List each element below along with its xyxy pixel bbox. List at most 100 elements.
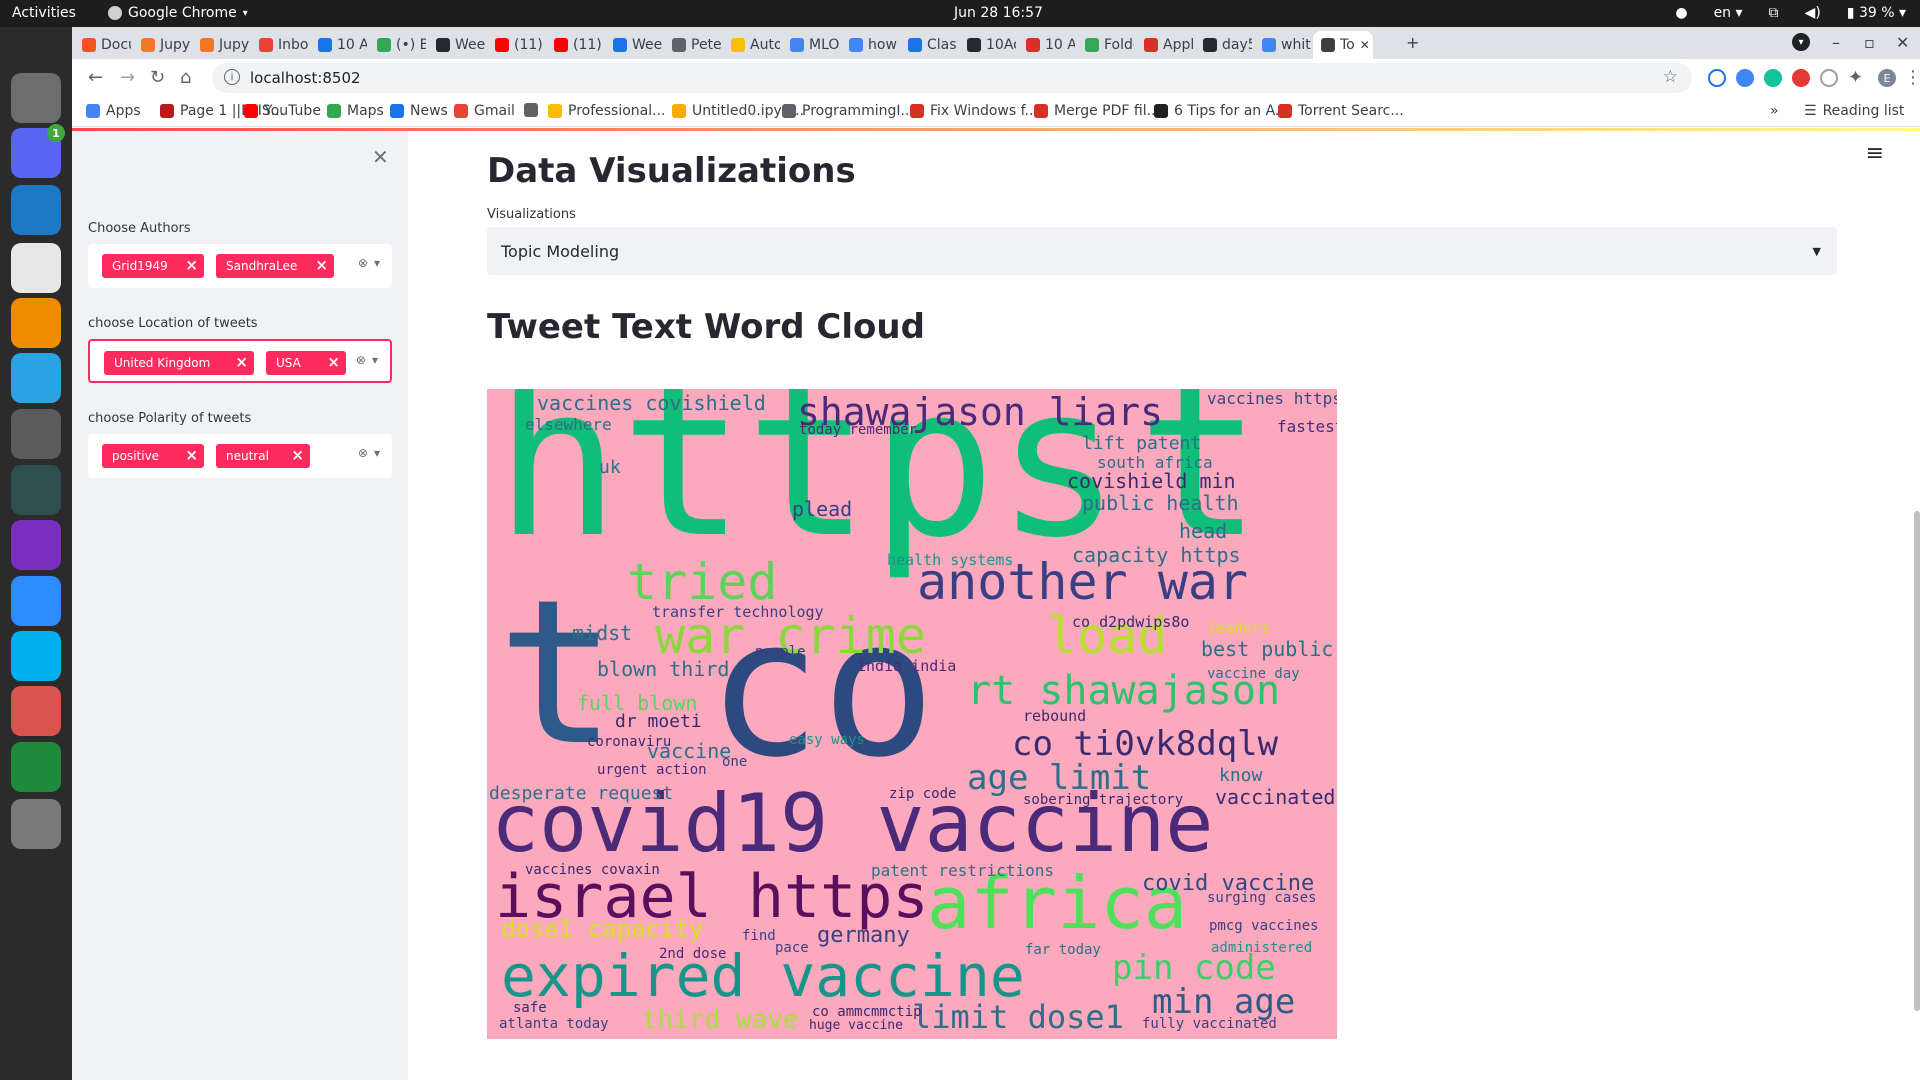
close-tab-icon[interactable]: ✕ [1359,38,1370,52]
chevron-down-icon[interactable]: ▾ [371,353,378,367]
grammarly-extension-icon[interactable] [1764,69,1782,87]
bookmark-item[interactable]: Gmail [454,103,515,119]
bookmark-item[interactable]: Merge PDF fil... [1034,103,1160,119]
browser-tab[interactable]: 10 Ac [1018,31,1075,59]
bookmark-item[interactable]: Page 1 ||ELIS... [160,103,284,119]
vlc-icon[interactable] [11,298,61,348]
webcam-icon[interactable] [11,465,61,515]
bookmark-item[interactable]: Maps [327,103,384,119]
activities-button[interactable]: Activities [12,5,76,21]
files-icon[interactable] [11,73,61,123]
extension-5-icon[interactable] [1820,69,1838,87]
clock[interactable]: Jun 28 16:57 [954,5,1043,21]
tab-search-icon[interactable]: ▾ [1792,33,1810,51]
remove-chip-icon[interactable]: × [315,256,328,274]
hamburger-menu-icon[interactable]: ≡ [1865,141,1884,166]
chrome-icon[interactable] [11,243,61,293]
extensions-puzzle-icon[interactable]: ✦ [1848,67,1864,88]
adblock-extension-icon[interactable] [1792,69,1810,87]
maximize-icon[interactable]: ▫ [1864,33,1875,52]
minimize-icon[interactable]: – [1832,33,1840,52]
browser-tab[interactable]: Weel [605,31,662,59]
bookmark-item[interactable]: Untitled0.ipyn... [672,103,804,119]
browser-tab[interactable]: To ✕ [1313,31,1373,59]
filter-multiselect[interactable]: Grid1949 × SandhraLee × ⊗ ▾ [88,244,392,288]
browser-tab[interactable]: Class [900,31,957,59]
browser-tab[interactable]: (11) I [487,31,544,59]
remove-chip-icon[interactable]: × [327,353,340,371]
clear-all-icon[interactable]: ⊗ [355,353,366,367]
vscode-icon[interactable] [11,185,61,235]
telegram-icon[interactable] [11,353,61,403]
profile-avatar[interactable]: E [1878,69,1896,87]
volume-icon[interactable]: ◀) [1804,5,1821,21]
zoom-icon[interactable] [11,576,61,626]
page-scrollbar[interactable] [1914,511,1920,1011]
bookmark-item[interactable]: Torrent Searc... [1278,103,1404,119]
address-bar[interactable]: i localhost:8502 ☆ [212,63,1692,93]
home-icon[interactable]: ⌂ [180,67,192,88]
browser-tab[interactable]: Appl [1136,31,1193,59]
chevron-down-icon[interactable]: ▾ [373,446,380,460]
downloader-icon[interactable] [11,686,61,736]
battery-indicator[interactable]: ▮ 39 % ▾ [1846,5,1906,21]
remove-chip-icon[interactable]: × [185,446,198,464]
filter-multiselect[interactable]: positive × neutral × ⊗ ▾ [88,434,392,478]
chrome-menu-icon[interactable]: ⋮ [1904,67,1920,88]
bookmark-item[interactable]: Professional... [548,103,666,119]
clear-all-icon[interactable]: ⊗ [357,446,368,460]
filter-multiselect[interactable]: United Kingdom × USA × ⊗ ▾ [88,339,392,383]
forward-icon[interactable]: → [120,67,136,88]
bookmark-star-icon[interactable]: ☆ [1662,67,1678,87]
back-icon[interactable]: ← [88,67,104,88]
remove-chip-icon[interactable]: × [235,353,248,371]
browser-tab[interactable]: Auto [723,31,780,59]
reading-list-button[interactable]: ☰ Reading list [1804,103,1904,119]
bookmark-item[interactable]: ProgrammingI... [782,103,914,119]
discord-icon[interactable]: 1 [11,124,65,178]
new-tab-button[interactable]: + [1406,33,1420,52]
bookmark-item[interactable]: 6 Tips for an A... [1154,103,1288,119]
browser-tab[interactable]: (11) I [546,31,603,59]
onenote-icon[interactable] [11,520,61,570]
browser-tab[interactable]: Jupy [192,31,249,59]
site-info-icon[interactable]: i [224,69,240,85]
browser-tab[interactable]: Jupy [133,31,190,59]
reload-icon[interactable]: ↻ [150,67,166,88]
spreadsheet-icon[interactable] [11,742,61,792]
browser-tab[interactable]: Weel [428,31,485,59]
browser-tab[interactable]: 10Ac [959,31,1016,59]
visualizations-select[interactable]: Topic Modeling ▼ [487,227,1837,275]
disk-icon[interactable] [11,799,61,849]
extension-1-icon[interactable] [1708,69,1726,87]
discord-tray-icon[interactable]: ● [1675,5,1688,21]
bookmark-item[interactable] [524,103,544,117]
software-center-icon[interactable] [11,409,61,459]
bookmarks-overflow-button[interactable]: » [1770,103,1779,119]
browser-tab[interactable]: Docu [74,31,131,59]
browser-tab[interactable]: day5 [1195,31,1252,59]
browser-tab[interactable]: Folde [1077,31,1134,59]
clear-all-icon[interactable]: ⊗ [357,256,368,270]
browser-tab[interactable]: whit [1254,31,1311,59]
app-grid-icon[interactable] [11,855,61,905]
close-window-icon[interactable]: ✕ [1896,33,1910,52]
language-indicator[interactable]: en ▾ [1713,5,1743,21]
system-tray[interactable]: ● en ▾ ⧉ ◀) ▮ 39 % ▾ [1675,5,1906,21]
remove-chip-icon[interactable]: × [291,446,304,464]
bookmark-item[interactable]: Apps [86,103,141,119]
browser-tab[interactable]: Inbo [251,31,308,59]
network-icon[interactable]: ⧉ [1768,5,1779,21]
browser-tab[interactable]: (•) B• [369,31,426,59]
close-sidebar-icon[interactable]: ✕ [372,145,389,169]
browser-tab[interactable]: 10 Ac [310,31,367,59]
skype-icon[interactable] [11,631,61,681]
browser-tab[interactable]: MLO [782,31,839,59]
chevron-down-icon[interactable]: ▾ [373,256,380,270]
bookmark-item[interactable]: News [390,103,448,119]
browser-tab[interactable]: how [841,31,898,59]
translate-extension-icon[interactable] [1736,69,1754,87]
remove-chip-icon[interactable]: × [185,256,198,274]
browser-tab[interactable]: Pete [664,31,721,59]
bookmark-item[interactable]: YouTube [244,103,321,119]
